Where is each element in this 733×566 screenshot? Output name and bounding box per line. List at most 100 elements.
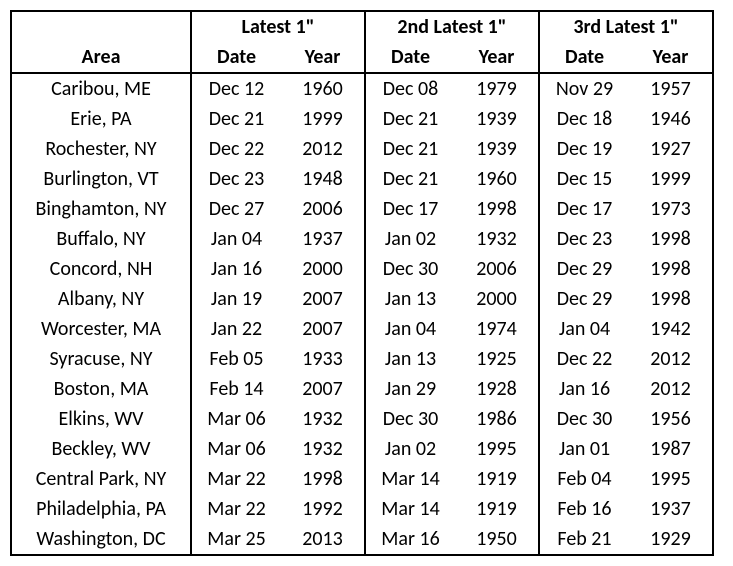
- cell-area: Syracuse, NY: [11, 344, 191, 374]
- cell-year-2: 1998: [455, 194, 539, 224]
- cell-year-3: 1927: [629, 134, 713, 164]
- header-group-latest: Latest 1": [191, 11, 365, 42]
- table-row: Concord, NHJan 162000Dec 302006Dec 29199…: [11, 254, 713, 284]
- table-row: Boston, MAFeb 142007Jan 291928Jan 162012: [11, 374, 713, 404]
- table-row: Binghamton, NYDec 272006Dec 171998Dec 17…: [11, 194, 713, 224]
- cell-date-2: Jan 02: [365, 434, 455, 464]
- cell-year-3: 1937: [629, 494, 713, 524]
- cell-year-3: 2012: [629, 344, 713, 374]
- cell-date-3: Dec 19: [539, 134, 629, 164]
- header-area: Area: [11, 42, 191, 73]
- cell-area: Boston, MA: [11, 374, 191, 404]
- cell-year-1: 1998: [281, 464, 365, 494]
- cell-area: Albany, NY: [11, 284, 191, 314]
- table-row: Beckley, WVMar 061932Jan 021995Jan 01198…: [11, 434, 713, 464]
- cell-area: Binghamton, NY: [11, 194, 191, 224]
- cell-area: Central Park, NY: [11, 464, 191, 494]
- cell-year-1: 1937: [281, 224, 365, 254]
- cell-year-3: 1957: [629, 73, 713, 104]
- cell-date-2: Dec 21: [365, 104, 455, 134]
- cell-area: Worcester, MA: [11, 314, 191, 344]
- cell-year-3: 1995: [629, 464, 713, 494]
- cell-date-1: Mar 22: [191, 464, 281, 494]
- cell-year-2: 1919: [455, 494, 539, 524]
- cell-year-1: 1999: [281, 104, 365, 134]
- cell-date-1: Feb 05: [191, 344, 281, 374]
- cell-area: Caribou, ME: [11, 73, 191, 104]
- cell-date-2: Mar 14: [365, 464, 455, 494]
- cell-year-2: 1928: [455, 374, 539, 404]
- cell-year-2: 1974: [455, 314, 539, 344]
- header-date-1: Date: [191, 42, 281, 73]
- cell-year-2: 2006: [455, 254, 539, 284]
- cell-year-1: 2006: [281, 194, 365, 224]
- cell-date-2: Jan 04: [365, 314, 455, 344]
- cell-year-1: 2007: [281, 284, 365, 314]
- cell-date-3: Dec 23: [539, 224, 629, 254]
- cell-year-2: 1925: [455, 344, 539, 374]
- cell-date-2: Dec 21: [365, 134, 455, 164]
- cell-date-1: Dec 12: [191, 73, 281, 104]
- cell-date-1: Jan 19: [191, 284, 281, 314]
- cell-date-1: Feb 14: [191, 374, 281, 404]
- cell-date-1: Jan 04: [191, 224, 281, 254]
- cell-date-2: Dec 17: [365, 194, 455, 224]
- table-row: Albany, NYJan 192007Jan 132000Dec 291998: [11, 284, 713, 314]
- cell-year-2: 1932: [455, 224, 539, 254]
- cell-area: Elkins, WV: [11, 404, 191, 434]
- table-row: Rochester, NYDec 222012Dec 211939Dec 191…: [11, 134, 713, 164]
- header-year-2: Year: [455, 42, 539, 73]
- cell-date-2: Dec 30: [365, 254, 455, 284]
- cell-date-1: Jan 22: [191, 314, 281, 344]
- cell-year-3: 1946: [629, 104, 713, 134]
- cell-year-2: 1939: [455, 104, 539, 134]
- cell-date-3: Dec 22: [539, 344, 629, 374]
- cell-year-3: 1929: [629, 524, 713, 555]
- table-body: Caribou, MEDec 121960Dec 081979Nov 29195…: [11, 73, 713, 555]
- cell-year-1: 1960: [281, 73, 365, 104]
- cell-date-1: Mar 06: [191, 434, 281, 464]
- cell-year-3: 2012: [629, 374, 713, 404]
- cell-year-2: 2000: [455, 284, 539, 314]
- cell-year-1: 1932: [281, 434, 365, 464]
- cell-date-1: Mar 06: [191, 404, 281, 434]
- cell-area: Washington, DC: [11, 524, 191, 555]
- cell-year-3: 1973: [629, 194, 713, 224]
- header-date-2: Date: [365, 42, 455, 73]
- table-header: Latest 1" 2nd Latest 1" 3rd Latest 1" Ar…: [11, 11, 713, 73]
- cell-date-1: Mar 22: [191, 494, 281, 524]
- cell-year-3: 1998: [629, 224, 713, 254]
- cell-year-2: 1995: [455, 434, 539, 464]
- cell-date-3: Dec 18: [539, 104, 629, 134]
- cell-date-2: Mar 14: [365, 494, 455, 524]
- cell-date-2: Dec 21: [365, 164, 455, 194]
- cell-date-2: Jan 29: [365, 374, 455, 404]
- cell-date-1: Dec 21: [191, 104, 281, 134]
- cell-date-2: Dec 30: [365, 404, 455, 434]
- cell-year-2: 1986: [455, 404, 539, 434]
- cell-year-3: 1998: [629, 254, 713, 284]
- cell-date-2: Jan 13: [365, 284, 455, 314]
- cell-year-1: 2000: [281, 254, 365, 284]
- cell-year-3: 1999: [629, 164, 713, 194]
- table-row: Buffalo, NYJan 041937Jan 021932Dec 23199…: [11, 224, 713, 254]
- table-row: Syracuse, NYFeb 051933Jan 131925Dec 2220…: [11, 344, 713, 374]
- cell-date-3: Dec 15: [539, 164, 629, 194]
- cell-year-2: 1979: [455, 73, 539, 104]
- cell-date-3: Nov 29: [539, 73, 629, 104]
- cell-date-2: Jan 02: [365, 224, 455, 254]
- snowfall-records-table: Latest 1" 2nd Latest 1" 3rd Latest 1" Ar…: [10, 10, 714, 556]
- cell-date-3: Jan 04: [539, 314, 629, 344]
- cell-area: Rochester, NY: [11, 134, 191, 164]
- cell-year-3: 1956: [629, 404, 713, 434]
- cell-date-1: Mar 25: [191, 524, 281, 555]
- cell-year-3: 1998: [629, 284, 713, 314]
- cell-date-2: Mar 16: [365, 524, 455, 555]
- header-year-3: Year: [629, 42, 713, 73]
- cell-year-2: 1950: [455, 524, 539, 555]
- table-row: Burlington, VTDec 231948Dec 211960Dec 15…: [11, 164, 713, 194]
- cell-area: Philadelphia, PA: [11, 494, 191, 524]
- cell-year-3: 1942: [629, 314, 713, 344]
- cell-year-1: 2012: [281, 134, 365, 164]
- cell-year-2: 1919: [455, 464, 539, 494]
